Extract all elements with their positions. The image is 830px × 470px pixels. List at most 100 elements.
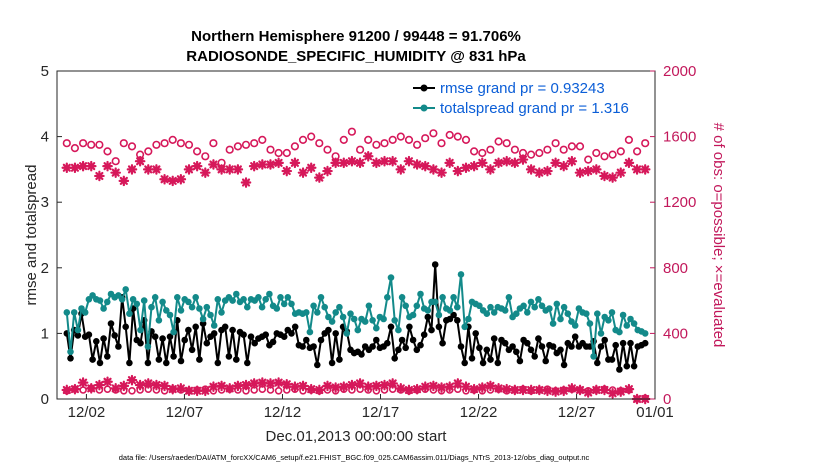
data-point — [148, 303, 155, 311]
evaluated-marker — [533, 384, 545, 396]
data-point — [457, 343, 465, 350]
data-point — [483, 346, 491, 354]
data-point — [218, 309, 225, 316]
evaluated-marker — [550, 386, 561, 397]
possible-marker — [535, 148, 544, 158]
possible-marker — [461, 135, 471, 144]
possible-marker — [445, 130, 454, 140]
evaluated-marker — [191, 385, 203, 397]
evaluated-marker — [199, 385, 211, 397]
data-point — [314, 309, 321, 316]
data-point — [325, 313, 332, 321]
data-point — [188, 303, 196, 311]
possible-marker — [152, 140, 161, 149]
data-point — [424, 307, 432, 314]
data-point — [350, 315, 358, 323]
data-point — [490, 309, 498, 316]
data-point — [586, 320, 594, 327]
x-axis: 12/02 12/07 12/12 12/17 12/22 12/27 01/01 — [68, 394, 674, 421]
data-point — [240, 296, 247, 303]
data-point — [321, 303, 329, 311]
data-point — [273, 305, 281, 312]
evaluated-marker — [460, 162, 472, 174]
evaluated-marker — [485, 380, 496, 392]
data-point — [395, 346, 402, 354]
evaluated-marker — [134, 379, 146, 391]
evaluated-marker — [419, 160, 431, 172]
data-point — [468, 355, 476, 362]
data-point — [409, 311, 417, 319]
data-point — [494, 359, 502, 367]
evaluated-marker — [411, 159, 423, 170]
evaluated-marker — [501, 155, 513, 167]
left-tick-label: 5 — [41, 63, 49, 80]
data-point — [505, 294, 513, 301]
evaluated-marker — [371, 380, 382, 392]
possible-marker — [600, 152, 609, 161]
data-point — [137, 326, 144, 334]
evaluated-marker — [346, 379, 358, 391]
data-point — [155, 356, 163, 363]
data-point — [310, 302, 317, 310]
possible-marker — [380, 139, 389, 148]
x-tick-label: 01/01 — [636, 404, 674, 421]
data-point — [553, 300, 561, 308]
evaluated-marker — [199, 167, 211, 178]
data-point — [424, 313, 432, 321]
evaluated-marker — [509, 384, 521, 396]
data-point — [524, 309, 531, 316]
possible-marker — [241, 140, 251, 149]
evaluated-marker — [126, 374, 138, 386]
evaluated-marker — [208, 159, 219, 170]
data-point — [531, 303, 538, 311]
data-point — [159, 298, 166, 306]
possible-marker — [225, 145, 234, 154]
data-point — [181, 336, 188, 344]
evaluated-marker — [362, 381, 374, 392]
possible-marker — [543, 145, 552, 154]
data-point — [516, 357, 524, 365]
data-point — [233, 356, 240, 363]
evaluated-marker — [265, 159, 276, 170]
possible-marker — [567, 142, 577, 151]
evaluated-marker — [167, 383, 179, 395]
evaluated-marker — [118, 175, 130, 187]
evaluated-marker — [151, 164, 162, 175]
data-point — [177, 307, 185, 314]
possible-marker — [111, 157, 120, 166]
data-point — [140, 297, 148, 304]
possible-marker — [290, 142, 300, 151]
evaluated-marker — [289, 381, 301, 392]
data-point — [597, 343, 605, 350]
data-point — [487, 303, 494, 311]
data-point — [623, 322, 631, 329]
data-point — [608, 356, 616, 363]
data-point — [387, 274, 395, 281]
data-point — [391, 355, 399, 362]
evaluated-marker — [208, 381, 219, 392]
evaluated-marker — [354, 157, 366, 169]
data-point — [450, 311, 457, 319]
evaluated-marker — [159, 380, 170, 392]
possible-marker — [510, 145, 520, 154]
data-point — [166, 311, 174, 319]
data-point — [251, 339, 258, 347]
data-point — [369, 317, 376, 324]
evaluated-marker — [639, 164, 651, 175]
evaluated-marker — [550, 157, 561, 169]
possible-marker — [176, 139, 185, 148]
evaluated-marker — [281, 165, 293, 177]
evaluated-marker — [297, 167, 309, 178]
data-point — [85, 331, 93, 339]
data-point — [284, 294, 292, 301]
possible-marker — [274, 386, 283, 395]
evaluated-marker — [468, 160, 480, 172]
data-point — [100, 305, 107, 312]
data-point — [192, 323, 199, 331]
data-point — [104, 298, 111, 306]
evaluated-marker — [452, 378, 464, 389]
left-tick-label: 0 — [41, 391, 49, 408]
legend: rmse grand pr = 0.93243 totalspread gran… — [413, 80, 629, 117]
evaluated-marker — [330, 157, 341, 169]
data-point — [214, 296, 222, 303]
